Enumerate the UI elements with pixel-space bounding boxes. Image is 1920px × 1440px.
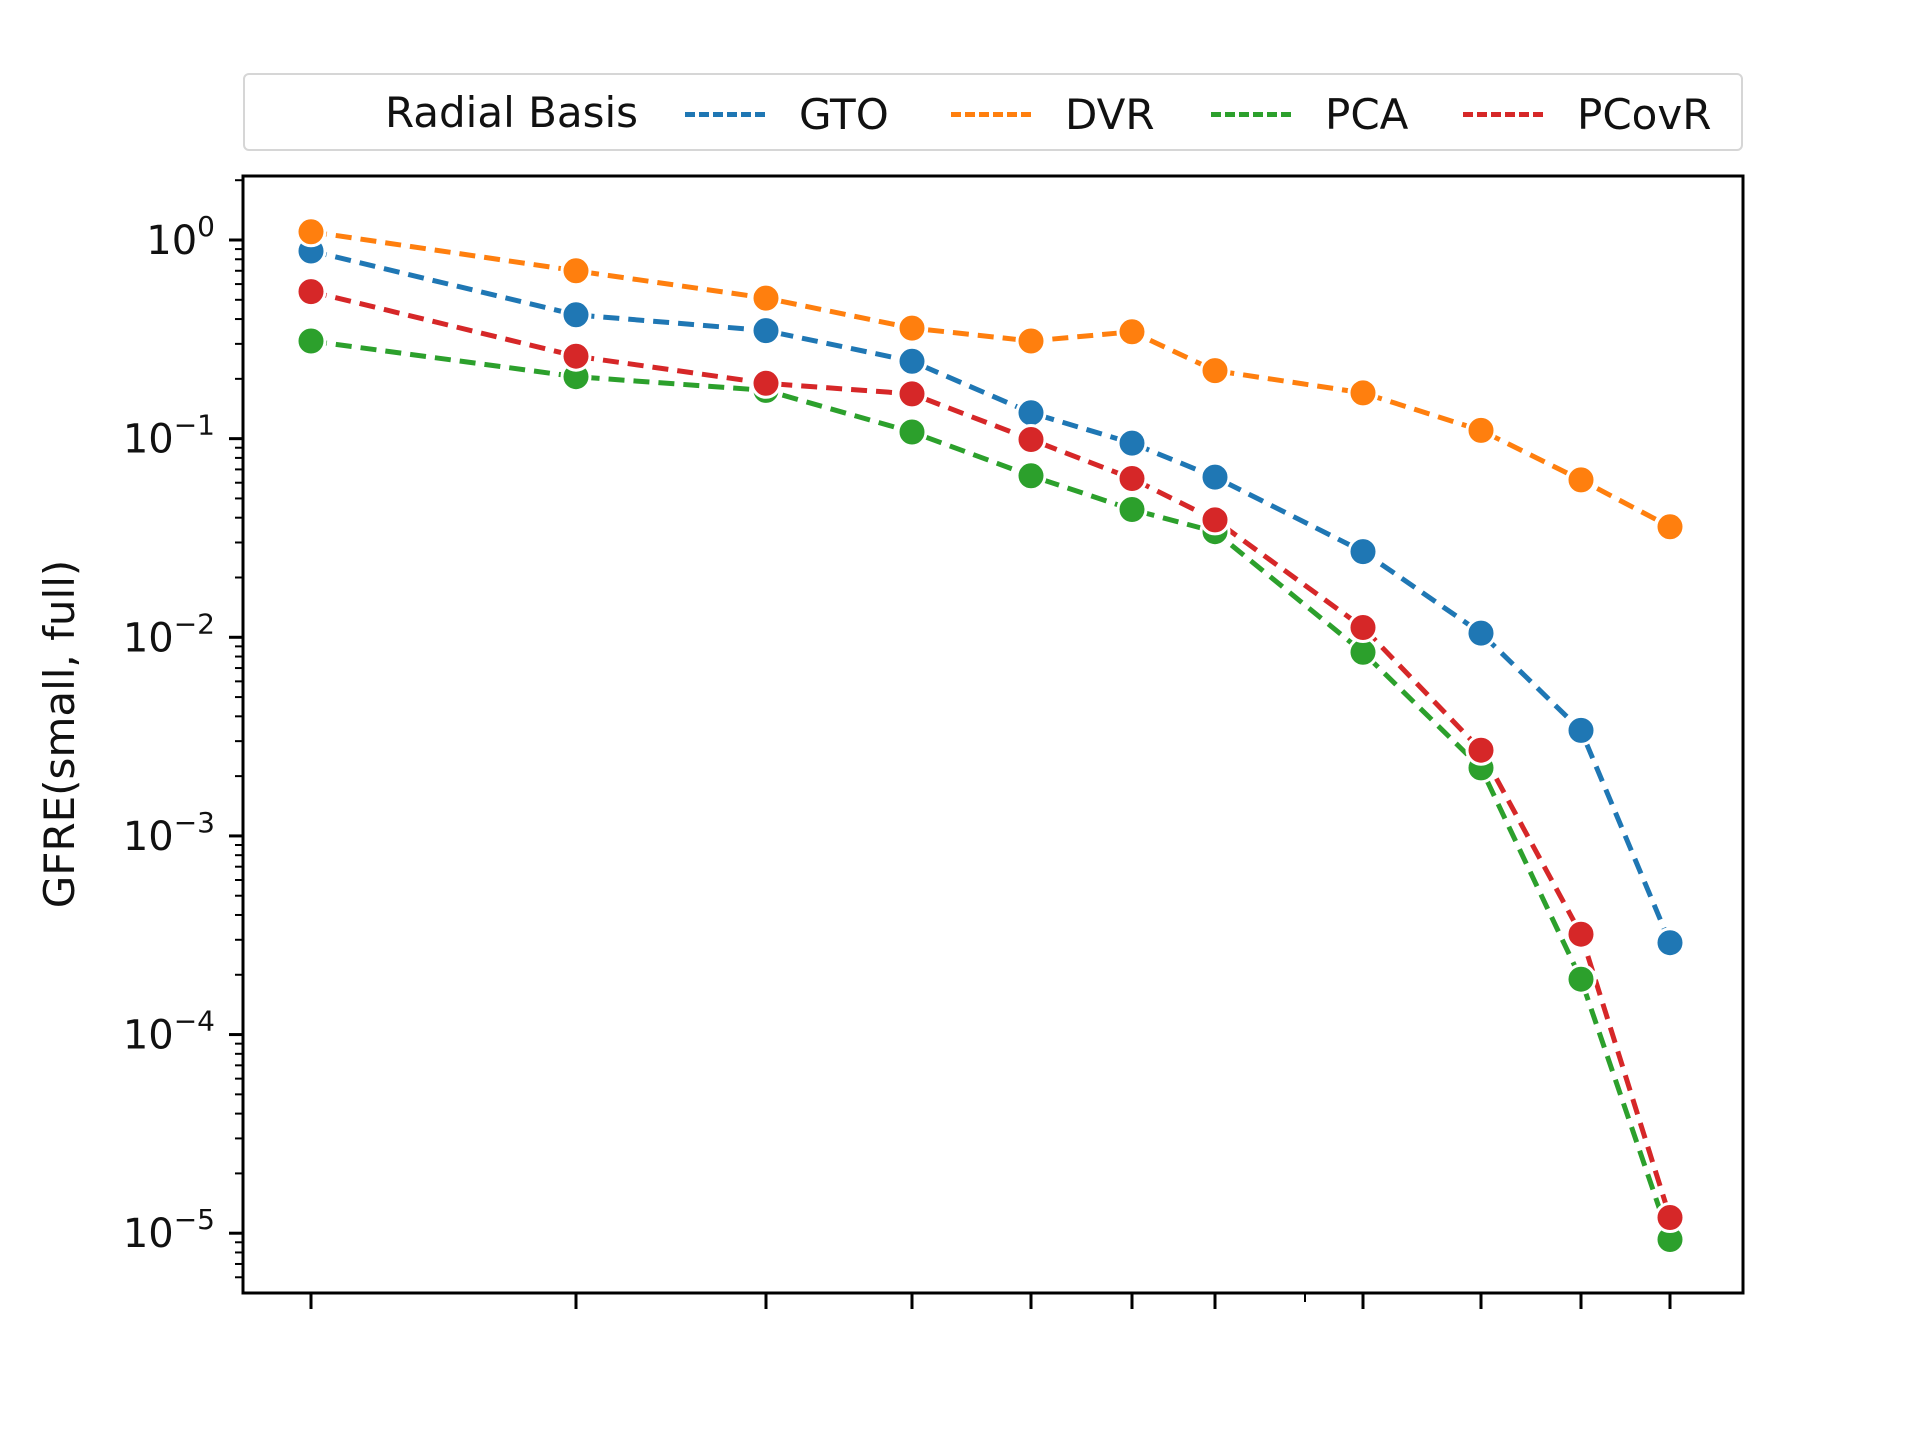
legend-title: Radial Basis [385,88,639,137]
legend-swatch-pca [1211,111,1291,117]
data-point-pca [1565,963,1597,995]
data-point-pcovr [1565,918,1597,950]
data-point-pcovr [1199,504,1231,536]
y-tick-label: 10−4 [123,1005,215,1059]
data-point-dvr [1015,325,1047,357]
axes-frame [241,174,1745,1295]
data-point-pca [1116,494,1148,525]
data-point-pcovr [1116,463,1148,494]
legend-item-pca: PCA [1211,88,1408,140]
data-point-gto [1565,714,1597,746]
data-point-pcovr [1015,424,1047,455]
plot-area [295,216,1686,1255]
x-axis [309,1293,1672,1309]
data-point-gto [1015,397,1047,429]
series-line-pca [310,338,1673,1241]
data-point-gto [750,315,782,347]
data-point-pcovr [896,378,928,410]
data-point-pca [295,325,327,357]
data-point-gto [1199,461,1231,493]
y-axis: 100 10−1 10−2 10−3 10−4 10−5 [123,179,243,1279]
data-point-pca [1015,460,1047,492]
data-point-dvr [1565,464,1597,496]
data-point-dvr [750,282,782,314]
data-point-dvr [1465,414,1497,446]
legend-item-dvr: DVR [951,88,1155,140]
y-tick-label: 100 [146,210,215,264]
legend-label-dvr: DVR [1065,89,1155,139]
data-point-gto [560,299,592,331]
data-point-pcovr [1654,1202,1686,1233]
legend-label-pca: PCA [1325,89,1409,139]
data-point-pcovr [750,367,782,399]
data-point-pcovr [1465,734,1497,766]
series-line-pcovr [310,289,1673,1219]
data-point-dvr [1347,377,1379,409]
legend-label-pcovr: PCovR [1577,89,1712,139]
data-point-dvr [896,312,928,344]
data-point-pcovr [560,340,592,372]
data-point-gto [1116,427,1148,459]
legend-swatch-gto [685,111,765,117]
data-point-pcovr [295,276,327,308]
legend-swatch-dvr [951,111,1031,117]
data-point-gto [1347,536,1379,568]
y-tick-label: 10−3 [123,806,215,860]
y-axis-label: GFRE(small, full) [35,560,84,909]
data-point-pcovr [1347,612,1379,643]
legend: Radial Basis GTO DVR PCA PCovR [243,73,1743,151]
data-point-dvr [1199,355,1231,387]
legend-item-pcovr: PCovR [1463,88,1711,140]
y-tick-label: 10−5 [123,1203,215,1257]
data-point-gto [1465,617,1497,649]
data-point-gto [1654,927,1686,959]
legend-label-gto: GTO [799,89,889,139]
data-point-dvr [295,216,327,248]
data-point-pca [896,416,928,448]
data-point-dvr [1116,316,1148,348]
data-point-dvr [1654,511,1686,543]
data-point-gto [896,345,928,377]
data-point-dvr [560,255,592,287]
legend-swatch-pcovr [1463,111,1543,117]
y-tick-label: 10−1 [123,409,215,463]
legend-item-gto: GTO [685,88,889,140]
y-tick-label: 10−2 [123,607,215,661]
